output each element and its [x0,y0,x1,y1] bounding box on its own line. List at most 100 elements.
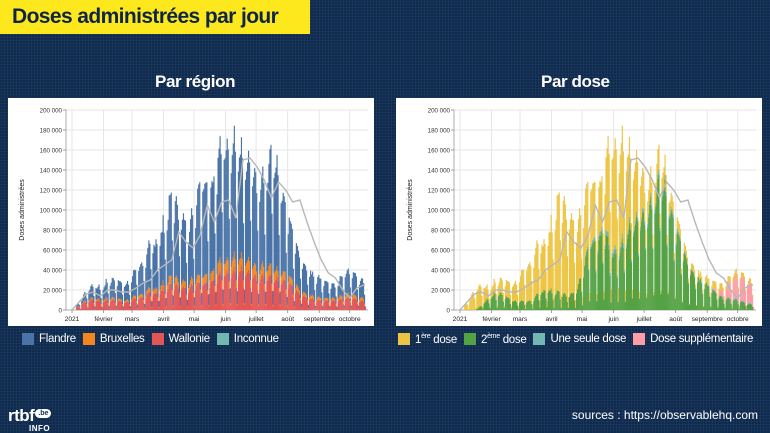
region-bar-bruxelles [182,279,185,287]
region-bar-wallonie [172,306,174,310]
region-bar-bruxelles [240,252,243,267]
region-bar-wallonie [184,287,187,310]
region-bar-bruxelles [345,295,347,299]
region-bar-wallonie [148,291,150,310]
region-bar-bruxelles [180,284,183,291]
dose-bar-dose1 [521,270,523,301]
dose-bar-dose2 [576,289,579,310]
region-bar-bruxelles [278,288,280,294]
legend-label-dose1-rest: dose [430,333,457,346]
region-bar-bruxelles [294,288,296,294]
dose-bar-dose1 [717,306,719,308]
dose-bar-dose1 [560,295,562,308]
logo-text: rtbf [8,406,35,425]
dose-bar-une_seule [697,281,699,283]
dose-bar-dose1 [484,288,486,303]
region-bar-wallonie [216,283,218,310]
region-bar-wallonie [265,305,267,310]
dose-bar-dose2 [602,263,604,310]
dose-bar-dose2 [669,217,671,310]
logo-sub: INFO [29,424,51,433]
region-bar-bruxelles [241,258,244,271]
region-bar-flandre [198,184,200,275]
region-bar-bruxelles [149,287,151,293]
dose-bar-une_seule [619,247,621,253]
region-bar-wallonie [313,299,315,310]
region-bar-bruxelles [203,276,205,285]
region-bar-flandre [194,297,196,306]
dose-bar-une_seule [637,217,639,223]
dose-bar-supplementaire [726,286,728,299]
dose-bar-dose2 [738,308,740,310]
dose-bar-une_seule [635,211,638,217]
dose-bar-une_seule [594,236,596,241]
region-bar-flandre [277,175,279,272]
dose-bar-dose1 [660,290,662,294]
region-bar-flandre [342,289,344,302]
dose-bar-dose2 [537,293,539,310]
dose-bar-dose2 [578,283,580,310]
dose-xtick-label: mai [577,316,588,323]
region-bar-wallonie [325,300,327,310]
dose-bar-dose1 [493,278,495,292]
region-bar-flandre [86,298,88,305]
region-bar-wallonie [243,304,246,310]
region-bar-flandre [183,220,186,282]
region-bar-bruxelles [113,298,115,301]
dose-bar-une_seule [728,297,730,299]
region-bar-flandre [178,256,180,294]
region-bar-flandre [168,195,170,276]
dose-bar-dose2 [622,247,624,310]
region-bar-flandre [363,294,366,304]
region-bar-wallonie [146,295,148,310]
dose-bar-dose1 [541,244,543,293]
region-bar-wallonie [291,285,293,310]
dose-bar-dose1 [676,217,678,229]
region-bar-bruxelles [194,305,196,307]
dose-bar-dose1 [524,284,526,305]
dose-bar-une_seule [716,299,718,300]
dose-bar-dose2 [567,308,570,310]
region-bar-bruxelles [104,299,106,301]
region-bar-bruxelles [128,304,131,306]
region-bar-wallonie [142,297,144,310]
region-bar-flandre [235,217,237,281]
region-bar-bruxelles [213,268,215,280]
dose-bar-une_seule [608,245,610,250]
region-bar-bruxelles [273,273,275,283]
region-bar-wallonie [322,308,324,310]
region-bar-bruxelles [233,251,235,267]
dose-bar-dose2 [734,299,736,310]
region-bar-bruxelles [314,302,316,304]
region-bar-wallonie [321,304,323,310]
region-bar-flandre [78,303,80,307]
dose-bar-une_seule [618,255,620,261]
region-bar-wallonie [126,301,129,310]
region-bar-bruxelles [337,299,339,302]
dose-bar-dose2 [551,293,553,310]
region-bar-wallonie [348,298,350,310]
region-bar-flandre [286,296,288,306]
dose-bar-dose1 [742,272,744,278]
region-bar-wallonie [278,293,280,310]
region-bar-flandre [329,306,331,309]
region-bar-wallonie [350,308,352,310]
region-bar-bruxelles [349,300,351,303]
dose-bar-dose1 [708,278,710,286]
dose-bar-dose2 [633,230,636,310]
dose-bar-dose2 [520,301,522,310]
dose-bar-une_seule [709,296,711,297]
region-bar-flandre [289,221,291,277]
region-bar-bruxelles [117,298,119,301]
region-bar-wallonie [159,294,161,310]
region-bar-flandre [267,183,269,271]
region-bar-bruxelles [262,261,264,274]
region-bar-bruxelles [242,280,245,288]
dose-bar-dose1 [533,267,535,301]
dose-bar-une_seule [649,200,651,205]
region-bar-wallonie [269,275,271,310]
dose-bar-dose1 [496,306,498,308]
region-bar-bruxelles [176,277,178,286]
region-bar-wallonie [211,280,213,310]
dose-bar-dose1 [473,293,475,310]
